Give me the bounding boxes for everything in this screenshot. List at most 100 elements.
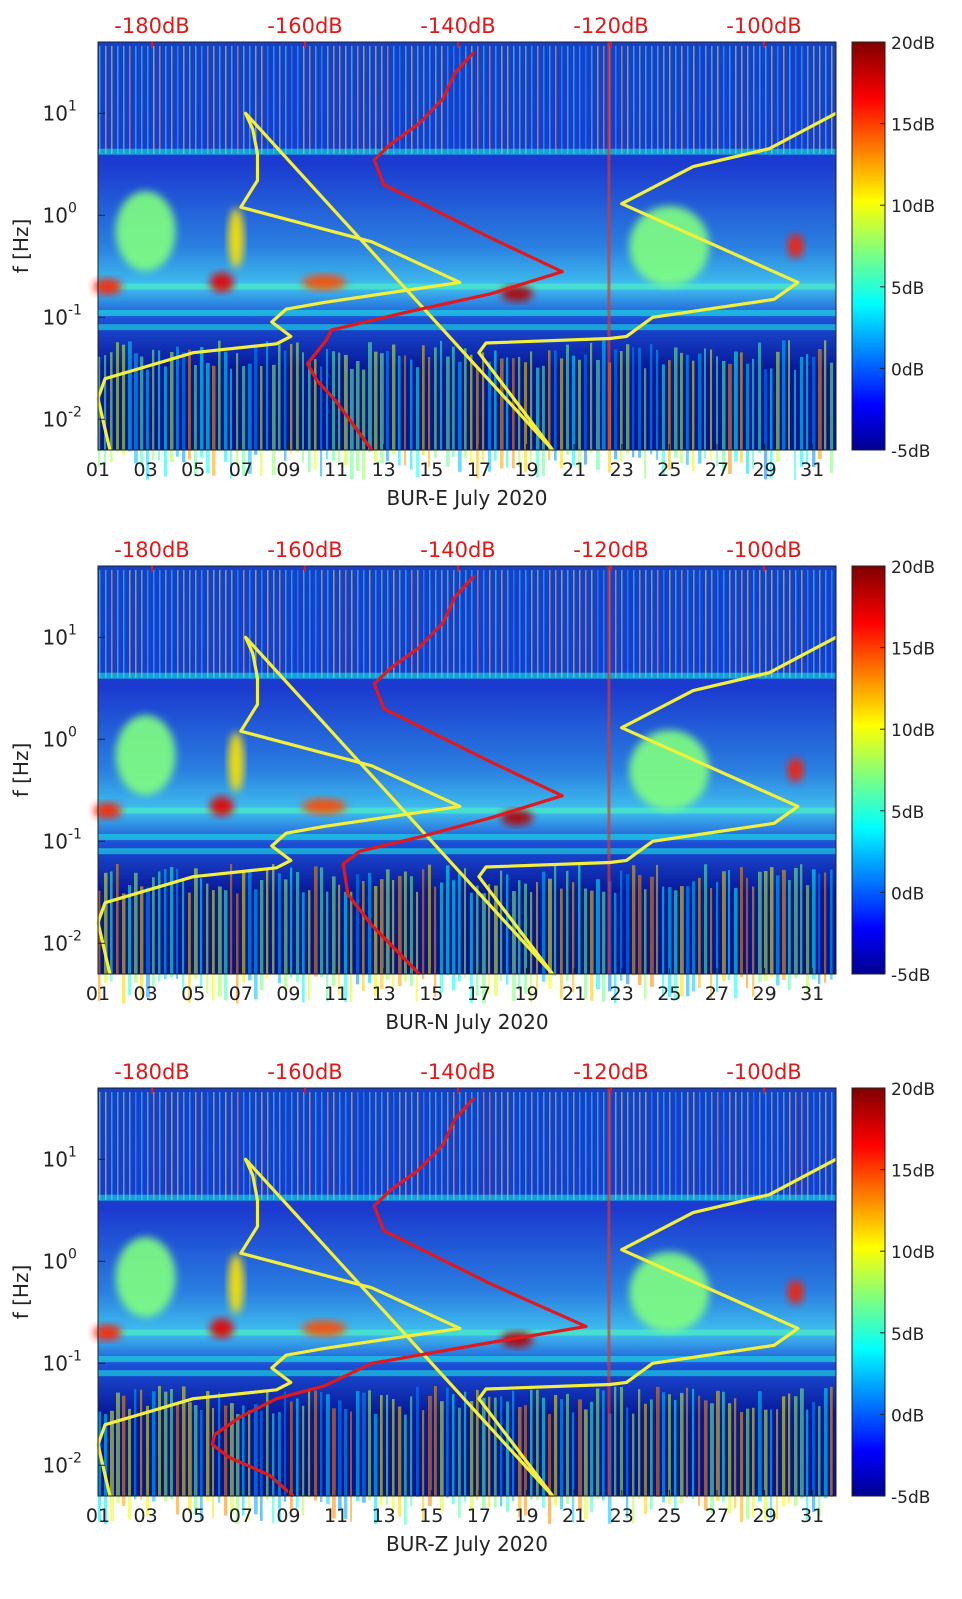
texture-stripe [410,876,413,987]
texture-stripe [525,46,527,154]
texture-stripe [357,570,359,678]
texture-stripe [164,366,167,477]
texture-stripe [440,882,444,993]
texture-stripe [218,1392,221,1503]
texture-stripe [741,570,743,678]
texture-stripe [807,570,809,678]
texture-stripe [465,570,467,678]
texture-stripe [620,1387,624,1498]
texture-stripe [729,46,731,154]
texture-stripe [669,570,671,678]
x-tick-label: 19 [514,459,538,481]
texture-stripe [548,1413,552,1525]
texture-stripe [165,46,167,154]
energy-blob [209,272,234,293]
texture-stripe [530,1389,533,1500]
texture-stripe [819,1092,821,1200]
texture-stripe [446,865,450,976]
energy-blob [787,1280,804,1304]
texture-stripe [645,46,647,154]
texture-stripe [645,570,647,678]
texture-stripe [501,1092,503,1200]
texture-stripe [471,570,473,678]
texture-stripe [633,46,635,154]
texture-stripe [188,349,191,460]
yellow-series-line [96,1157,837,1498]
texture-stripe [573,1092,575,1200]
texture-stripe [122,344,126,455]
colorbar-tick-label: 5dB [891,1325,924,1345]
texture-stripe [668,360,671,471]
texture-stripe [549,570,551,678]
texture-stripe [704,1400,708,1511]
y-tick-label: 10 [43,1351,68,1375]
energy-blob [209,1318,234,1339]
colorbar-tick-label: 10dB [891,721,935,741]
texture-stripe [218,886,222,997]
texture-stripe [147,46,149,154]
texture-stripe [812,869,816,980]
texture-stripe [416,891,419,1002]
texture-stripe [254,1404,258,1515]
texture-stripe [279,570,281,678]
texture-stripe [668,1394,671,1505]
x-tick-label: 19 [514,1505,538,1527]
texture-stripe [321,46,323,154]
texture-stripe [134,353,138,464]
x-tick-label: 21 [562,459,586,481]
texture-stripe [488,884,491,995]
texture-stripe [680,352,683,463]
texture-stripe [176,868,179,979]
texture-stripe [374,886,378,997]
texture-stripe [765,1092,767,1200]
texture-stripe [741,46,743,154]
texture-stripe [806,354,809,465]
texture-stripe [795,1092,797,1200]
texture-stripe [591,570,593,678]
texture-stripe [650,1399,653,1510]
texture-stripe [740,352,743,463]
texture-stripe [500,358,504,469]
texture-stripe [626,874,630,985]
texture-stripe [332,351,336,462]
top-tick-label: -120dB [573,1060,648,1084]
texture-stripe [711,46,713,154]
texture-stripe [656,1386,660,1497]
texture-stripe [645,1092,647,1200]
texture-stripe [447,46,449,154]
texture-stripe [123,1092,125,1200]
texture-stripe [368,342,372,453]
texture-stripe [818,1406,821,1517]
texture-stripe [279,46,281,154]
texture-stripe [633,570,635,678]
texture-stripe [746,363,750,474]
texture-stripe [363,1092,365,1200]
texture-stripe [117,570,119,678]
texture-stripe [831,570,833,678]
texture-stripe [657,46,659,154]
texture-stripe [800,1388,804,1499]
texture-stripe [626,1407,629,1518]
texture-stripe [458,871,461,982]
texture-stripe [507,1092,509,1200]
texture-stripe [717,1092,719,1200]
y-tick-exponent: 0 [68,1246,77,1262]
colorbar-tick-label: 0dB [891,1406,924,1426]
texture-stripe [98,1411,102,1522]
texture-stripe [158,350,161,461]
texture-stripe [236,1413,240,1525]
texture-stripe [177,1092,179,1200]
texture-stripe [152,349,155,460]
energy-blob [302,1320,347,1337]
texture-stripe [783,46,785,154]
texture-stripe [603,1092,605,1200]
texture-stripe [801,570,803,678]
texture-stripe [296,1398,299,1509]
frequency-band [98,672,836,679]
top-tick-label: -140dB [420,538,495,562]
y-tick-exponent: 1 [68,1144,77,1160]
colorbar-tick-label: 10dB [891,1243,935,1263]
texture-stripe [345,570,347,678]
texture-stripe [723,1092,725,1200]
texture-stripe [326,891,329,1002]
